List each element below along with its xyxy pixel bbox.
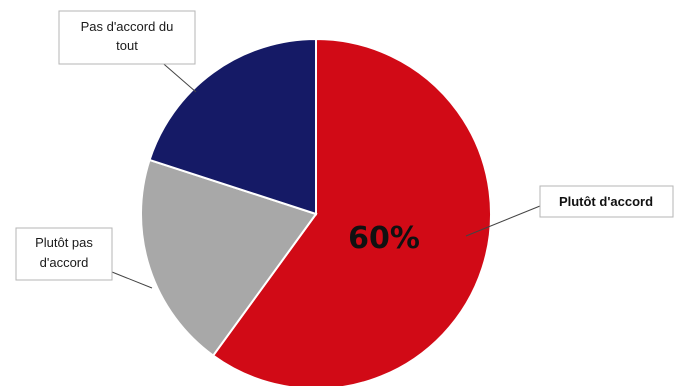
label-pas-daccord-du-tout-line1: Pas d'accord du <box>81 19 174 34</box>
data-label-60-percent: 60% <box>348 221 420 256</box>
pie-slice-plutot-pas-d-accord <box>140 158 318 357</box>
callout-box-plutot-daccord <box>539 185 674 218</box>
label-pas-daccord-du-tout-line2: tout <box>116 38 138 53</box>
pie-slices <box>140 37 492 386</box>
callout-box-plutot-pas-daccord <box>15 227 113 281</box>
label-plutot-pas-daccord-line2: d'accord <box>40 255 89 270</box>
callout-box-pas-daccord-du-tout <box>58 10 196 65</box>
pie-slice-plutot-d-accord <box>211 37 492 386</box>
leader-line-plutot-daccord <box>465 205 541 237</box>
pie-slice-pas-d-accord-du-tout <box>148 37 317 216</box>
label-plutot-pas-daccord-line1: Plutôt pas <box>35 235 93 250</box>
leader-line-plutot-pas-daccord <box>111 271 153 289</box>
label-plutot-daccord: Plutôt d'accord <box>559 194 653 209</box>
